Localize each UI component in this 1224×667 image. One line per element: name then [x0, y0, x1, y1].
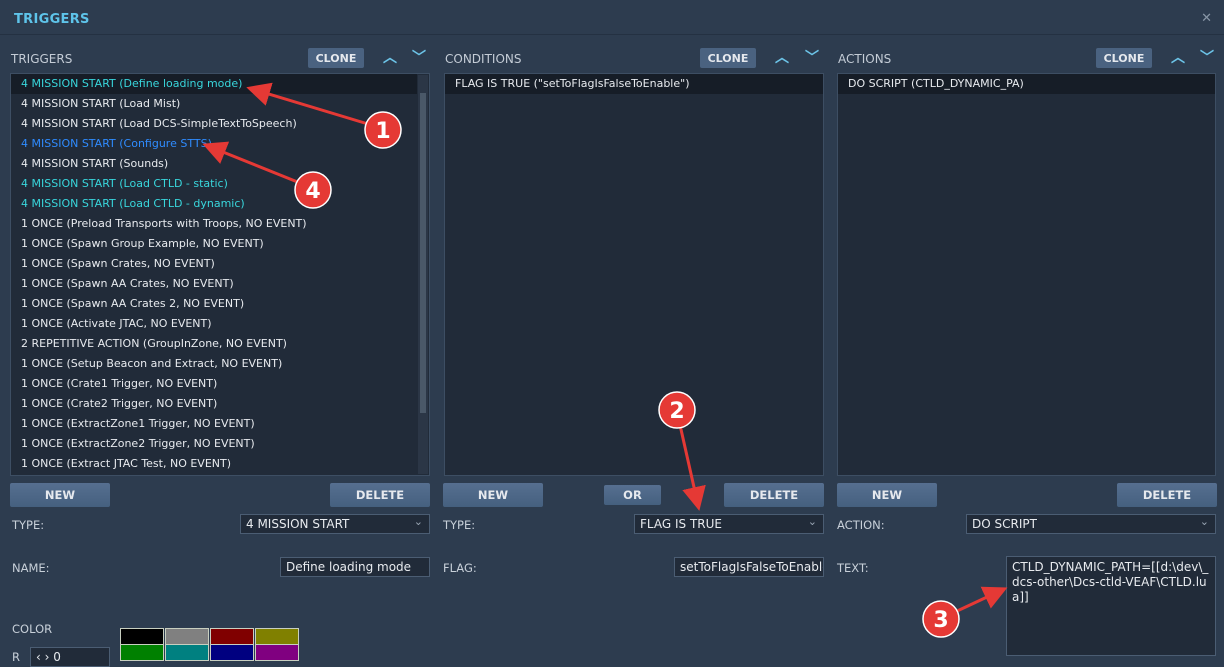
triggers-header: TRIGGERS: [11, 52, 73, 66]
annotation-arrow-1: [246, 82, 369, 126]
trigger-item[interactable]: 4 MISSION START (Load CTLD - static): [21, 177, 228, 190]
title-divider: [0, 34, 1224, 35]
condition-type-label: TYPE:: [443, 518, 476, 532]
conditions-list[interactable]: FLAG IS TRUE ("setToFlagIsFalseToEnable"…: [444, 73, 824, 476]
trigger-item[interactable]: 1 ONCE (Preload Transports with Troops, …: [21, 217, 307, 230]
annotation-arrow-4: [202, 141, 301, 185]
svg-text:4: 4: [305, 179, 320, 204]
new-trigger-button[interactable]: NEW: [10, 483, 110, 507]
conditions-header: CONDITIONS: [445, 52, 522, 66]
move-up-icon[interactable]: ︿: [383, 50, 397, 66]
scrollbar-thumb[interactable]: [420, 93, 426, 413]
triggers-list[interactable]: 4 MISSION START (Define loading mode) 4 M…: [10, 73, 430, 476]
trigger-item[interactable]: 1 ONCE (Spawn Group Example, NO EVENT): [21, 237, 264, 250]
delete-action-button[interactable]: DELETE: [1117, 483, 1217, 507]
trigger-item[interactable]: 1 ONCE (Setup Beacon and Extract, NO EVE…: [21, 357, 283, 370]
condition-item[interactable]: FLAG IS TRUE ("setToFlagIsFalseToEnable"…: [445, 74, 823, 94]
trigger-item[interactable]: 1 ONCE (Activate JTAC, NO EVENT): [21, 317, 212, 330]
trigger-item[interactable]: 4 MISSION START (Load DCS-SimpleTextToSp…: [21, 117, 297, 130]
trigger-item[interactable]: 1 ONCE (Spawn AA Crates, NO EVENT): [21, 277, 234, 290]
r-value: 0: [53, 650, 61, 664]
color-label: COLOR: [12, 622, 53, 636]
trigger-item[interactable]: 1 ONCE (ExtractZone1 Trigger, NO EVENT): [21, 417, 255, 430]
annotation-arrow-2: [678, 424, 706, 511]
new-action-button[interactable]: NEW: [837, 483, 937, 507]
conditions-clone-button[interactable]: CLONE: [700, 48, 756, 68]
svg-text:3: 3: [933, 608, 948, 633]
condition-type-value: FLAG IS TRUE: [640, 517, 722, 531]
flag-input[interactable]: setToFlagIsFalseToEnable: [674, 557, 824, 577]
annotation-badge-4: 4: [294, 171, 332, 209]
name-label: NAME:: [12, 561, 50, 575]
move-down-icon[interactable]: ﹀: [412, 50, 426, 66]
actions-header: ACTIONS: [838, 52, 892, 66]
trigger-item[interactable]: 1 ONCE (Spawn AA Crates 2, NO EVENT): [21, 297, 245, 310]
flag-label: FLAG:: [443, 561, 477, 575]
trigger-item[interactable]: 4 MISSION START (Configure STTS): [21, 137, 212, 150]
text-label: TEXT:: [837, 561, 869, 575]
annotation-badge-1: 1: [364, 111, 402, 149]
trigger-item[interactable]: 1 ONCE (Spawn Crates, NO EVENT): [21, 257, 215, 270]
delete-condition-button[interactable]: DELETE: [724, 483, 824, 507]
annotation-badge-3: 3: [922, 600, 960, 638]
svg-text:2: 2: [669, 399, 684, 424]
trigger-item[interactable]: 4 MISSION START (Load CTLD - dynamic): [21, 197, 245, 210]
trigger-type-select[interactable]: 4 MISSION START: [240, 514, 430, 534]
condition-type-select[interactable]: FLAG IS TRUE: [634, 514, 824, 534]
triggers-clone-button[interactable]: CLONE: [308, 48, 364, 68]
trigger-item[interactable]: 4 MISSION START (Load Mist): [21, 97, 181, 110]
trigger-item[interactable]: 1 ONCE (Crate2 Trigger, NO EVENT): [21, 397, 218, 410]
r-label: R: [12, 650, 20, 664]
trigger-item[interactable]: 4 MISSION START (Sounds): [21, 157, 169, 170]
svg-text:1: 1: [375, 119, 390, 144]
scrollbar[interactable]: [418, 75, 428, 474]
action-type-select[interactable]: DO SCRIPT: [966, 514, 1216, 534]
or-button[interactable]: OR: [604, 485, 661, 505]
action-type-value: DO SCRIPT: [972, 517, 1037, 531]
close-icon[interactable]: ✕: [1201, 11, 1212, 26]
move-up-icon[interactable]: ︿: [775, 50, 789, 66]
trigger-item[interactable]: 4 MISSION START (Define loading mode): [11, 74, 417, 94]
trigger-type-value: 4 MISSION START: [246, 517, 350, 531]
annotation-arrow-3: [954, 586, 1008, 614]
script-text-area[interactable]: CTLD_DYNAMIC_PATH=[[d:\dev\_dcs-other\Dc…: [1006, 556, 1216, 656]
window-title: TRIGGERS: [14, 12, 90, 27]
move-down-icon[interactable]: ﹀: [805, 50, 819, 66]
move-up-icon[interactable]: ︿: [1171, 50, 1185, 66]
actions-list[interactable]: DO SCRIPT (CTLD_DYNAMIC_PA): [837, 73, 1216, 476]
move-down-icon[interactable]: ﹀: [1200, 50, 1214, 66]
type-label: TYPE:: [12, 518, 45, 532]
trigger-item[interactable]: 1 ONCE (Extract JTAC Test, NO EVENT): [21, 457, 232, 470]
new-condition-button[interactable]: NEW: [443, 483, 543, 507]
action-label: ACTION:: [837, 518, 885, 532]
trigger-item[interactable]: 1 ONCE (Crate1 Trigger, NO EVENT): [21, 377, 218, 390]
actions-clone-button[interactable]: CLONE: [1096, 48, 1152, 68]
annotation-badge-2: 2: [658, 391, 696, 429]
trigger-name-input[interactable]: Define loading mode: [280, 557, 430, 577]
trigger-item[interactable]: 1 ONCE (ExtractZone2 Trigger, NO EVENT): [21, 437, 255, 450]
delete-trigger-button[interactable]: DELETE: [330, 483, 430, 507]
trigger-item[interactable]: 2 REPETITIVE ACTION (GroupInZone, NO EVE…: [21, 337, 287, 350]
action-item[interactable]: DO SCRIPT (CTLD_DYNAMIC_PA): [838, 74, 1215, 94]
